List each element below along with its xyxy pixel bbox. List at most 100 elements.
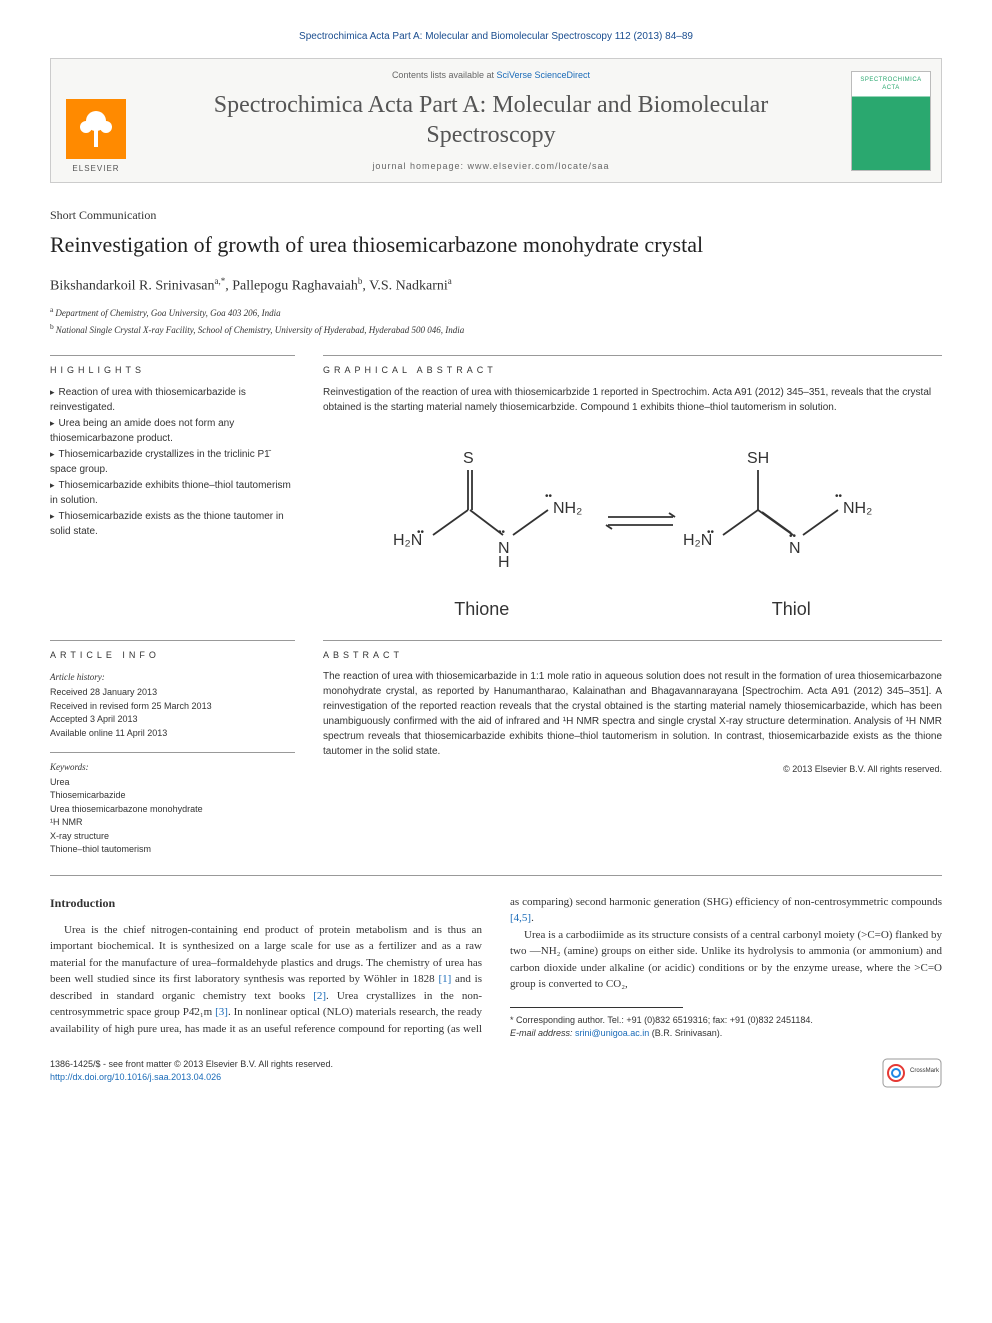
author-1: Bikshandarkoil R. Srinivasan [50, 278, 215, 293]
footer-left: 1386-1425/$ - see front matter © 2013 El… [50, 1058, 333, 1092]
article-info-label: ARTICLE INFO [50, 649, 295, 662]
journal-cover-thumbnail: SPECTROCHIMICA ACTA [851, 71, 931, 171]
footnote-separator [510, 1007, 683, 1008]
highlights-label: HIGHLIGHTS [50, 355, 295, 377]
keywords-heading: Keywords: [50, 761, 295, 774]
masthead-center: Contents lists available at SciVerse Sci… [141, 59, 841, 182]
email-line: E-mail address: srini@unigoa.ac.in (B.R.… [510, 1027, 942, 1041]
p1-text: Urea is the chief nitrogen-containing en… [50, 924, 482, 986]
tautomer-structures-svg: H₂N •• S N •• H NH₂ •• [373, 435, 893, 585]
contents-available-line: Contents lists available at SciVerse Sci… [153, 69, 829, 82]
abstract-text: The reaction of urea with thiosemicarbaz… [323, 669, 942, 759]
sciencedirect-link[interactable]: SciVerse ScienceDirect [497, 70, 591, 80]
svg-text:H: H [498, 554, 510, 571]
history-line: Received in revised form 25 March 2013 [50, 700, 295, 714]
author-2: Pallepogu Raghavaiah [232, 278, 358, 293]
highlights-list: Reaction of urea with thiosemicarbazide … [50, 385, 295, 540]
introduction-heading: Introduction [50, 894, 482, 912]
abstract-block: ABSTRACT The reaction of urea with thios… [323, 640, 942, 857]
highlights-and-ga-row: HIGHLIGHTS Reaction of urea with thiosem… [50, 355, 942, 622]
journal-name: Spectrochimica Acta Part A: Molecular an… [153, 90, 829, 150]
abstract-copyright: © 2013 Elsevier B.V. All rights reserved… [323, 763, 942, 776]
cover-thumbnail-area: SPECTROCHIMICA ACTA [841, 59, 941, 182]
article-title: Reinvestigation of growth of urea thiose… [50, 230, 942, 261]
journal-homepage[interactable]: journal homepage: www.elsevier.com/locat… [153, 160, 829, 173]
keyword: Urea thiosemicarbazone monohydrate [50, 803, 295, 817]
ga-text: Reinvestigation of the reaction of urea … [323, 385, 942, 415]
info-divider [50, 752, 295, 753]
ref-link-1[interactable]: [1] [438, 973, 451, 985]
ref-link-3[interactable]: [3] [215, 1006, 228, 1018]
body-columns: Introduction Urea is the chief nitrogen-… [50, 894, 942, 1041]
svg-text:••: •• [707, 527, 715, 538]
history-line: Accepted 3 April 2013 [50, 713, 295, 727]
affiliations: aDepartment of Chemistry, Goa University… [50, 304, 942, 337]
keyword: X-ray structure [50, 830, 295, 844]
highlight-item: Thiosemicarbazide exhibits thione–thiol … [50, 478, 295, 509]
contents-prefix: Contents lists available at [392, 70, 497, 80]
publisher-label: ELSEVIER [72, 163, 119, 174]
author-list: Bikshandarkoil R. Srinivasana,*, Pallepo… [50, 275, 942, 296]
keyword: Thiosemicarbazide [50, 789, 295, 803]
graphical-abstract-block: GRAPHICAL ABSTRACT Reinvestigation of th… [323, 355, 942, 622]
journal-masthead: ELSEVIER Contents lists available at Sci… [50, 58, 942, 183]
affiliation-b: bNational Single Crystal X-ray Facility,… [50, 321, 942, 338]
article-info-block: ARTICLE INFO Article history: Received 2… [50, 640, 295, 857]
corr-line: * Corresponding author. Tel.: +91 (0)832… [510, 1014, 942, 1028]
info-and-abstract-row: ARTICLE INFO Article history: Received 2… [50, 640, 942, 857]
author-1-affil: a,* [215, 276, 226, 286]
author-2-affil: b [358, 276, 363, 286]
history-line: Received 28 January 2013 [50, 686, 295, 700]
author-3: V.S. Nadkarni [369, 278, 448, 293]
p2d: . [531, 912, 534, 924]
page-footer: 1386-1425/$ - see front matter © 2013 El… [50, 1057, 942, 1092]
keyword: ¹H NMR [50, 816, 295, 830]
history-line: Available online 11 April 2013 [50, 727, 295, 741]
ref-link-2[interactable]: [2] [313, 990, 326, 1002]
svg-text:••: •• [417, 527, 425, 538]
svg-text:SH: SH [747, 450, 769, 467]
affiliation-b-text: National Single Crystal X-ray Facility, … [56, 325, 464, 335]
highlight-item: Thiosemicarbazide crystallizes in the tr… [50, 447, 295, 478]
body-paragraph: Urea is a carbodiimide as its structure … [510, 927, 942, 993]
author-3-affil: a [448, 276, 452, 286]
ga-figure: H₂N •• S N •• H NH₂ •• [323, 425, 942, 591]
svg-text:S: S [463, 450, 474, 467]
keyword: Thione–thiol tautomerism [50, 843, 295, 857]
highlight-item: Thiosemicarbazide exists as the thione t… [50, 509, 295, 540]
thiol-label: Thiol [772, 597, 811, 622]
svg-text:••: •• [789, 531, 797, 542]
body-rule [50, 875, 942, 876]
tautomer-labels: Thione Thiol [323, 597, 942, 622]
svg-text:NH₂: NH₂ [553, 500, 582, 517]
highlight-item: Urea being an amide does not form any th… [50, 416, 295, 447]
corresponding-author-footnote: * Corresponding author. Tel.: +91 (0)832… [510, 1014, 942, 1041]
svg-text:••: •• [545, 491, 553, 502]
highlights-block: HIGHLIGHTS Reaction of urea with thiosem… [50, 355, 295, 622]
abstract-label: ABSTRACT [323, 640, 942, 662]
affiliation-a: aDepartment of Chemistry, Goa University… [50, 304, 942, 321]
p2a: standard organic chemistry text books [117, 990, 313, 1002]
cover-title: SPECTROCHIMICA ACTA [852, 72, 930, 93]
svg-text:CrossMark: CrossMark [910, 1068, 940, 1074]
crossmark-badge: CrossMark [882, 1058, 942, 1092]
ga-label: GRAPHICAL ABSTRACT [323, 355, 942, 377]
highlight-item: Reaction of urea with thiosemicarbazide … [50, 385, 295, 416]
keyword: Urea [50, 776, 295, 790]
svg-text:••: •• [835, 491, 843, 502]
doi-link[interactable]: http://dx.doi.org/10.1016/j.saa.2013.04.… [50, 1071, 333, 1085]
article-type: Short Communication [50, 207, 942, 224]
svg-text:NH₂: NH₂ [843, 500, 872, 517]
svg-text:N: N [789, 540, 801, 557]
thione-label: Thione [454, 597, 509, 622]
ref-link-45[interactable]: [4,5] [510, 912, 531, 924]
affiliation-a-text: Department of Chemistry, Goa University,… [55, 308, 280, 318]
running-header: Spectrochimica Acta Part A: Molecular an… [50, 30, 942, 44]
email-tail: (B.R. Srinivasan). [649, 1028, 722, 1038]
email-label: E-mail address: [510, 1028, 573, 1038]
front-matter-line: 1386-1425/$ - see front matter © 2013 El… [50, 1058, 333, 1072]
svg-text:••: •• [498, 527, 506, 538]
corr-email[interactable]: srini@unigoa.ac.in [575, 1028, 649, 1038]
history-heading: Article history: [50, 671, 295, 684]
publisher-logo-block: ELSEVIER [51, 59, 141, 182]
